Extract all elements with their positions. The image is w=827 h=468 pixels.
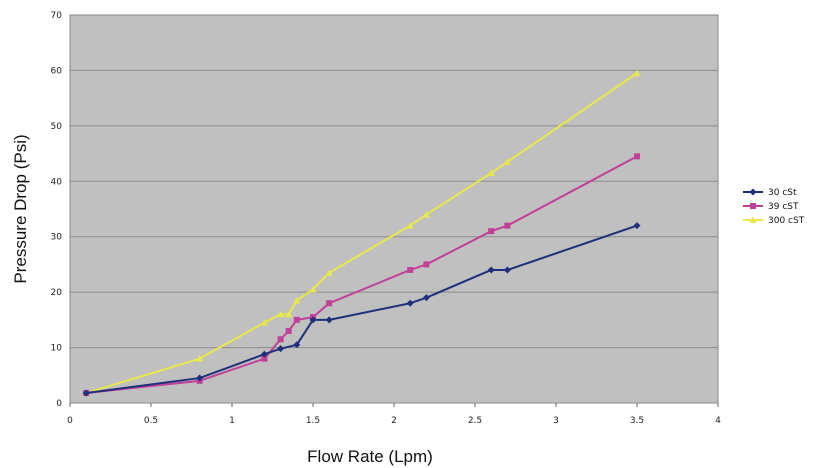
data-point bbox=[634, 153, 640, 160]
y-tick-label: 70 bbox=[51, 11, 63, 21]
x-tick-label: 3.5 bbox=[630, 416, 644, 426]
data-point bbox=[260, 350, 268, 358]
data-point bbox=[277, 336, 284, 343]
plot-area bbox=[69, 14, 719, 404]
data-point bbox=[196, 374, 204, 382]
data-point bbox=[293, 296, 301, 304]
data-point bbox=[325, 269, 333, 276]
data-point bbox=[504, 222, 511, 229]
series-30-cst bbox=[82, 222, 641, 397]
y-tick-label: 40 bbox=[51, 177, 63, 187]
x-tick-label: 0.5 bbox=[144, 416, 158, 426]
x-tick-label: 0 bbox=[67, 416, 73, 426]
data-point bbox=[277, 345, 285, 353]
data-point bbox=[407, 266, 414, 273]
x-tick-label: 3 bbox=[553, 416, 559, 426]
data-point bbox=[487, 266, 495, 274]
legend-marker bbox=[749, 188, 757, 196]
data-point bbox=[285, 327, 292, 334]
x-tick-label: 2 bbox=[391, 416, 397, 426]
x-axis-title: Flow Rate (Lpm) bbox=[307, 447, 433, 466]
data-point bbox=[261, 355, 268, 362]
data-point bbox=[503, 158, 511, 165]
y-tick-label: 20 bbox=[51, 288, 63, 298]
legend-label: 39 cST bbox=[768, 202, 799, 212]
legend-item: 30 cSt bbox=[743, 188, 797, 198]
legend-marker bbox=[750, 203, 756, 209]
legend-label: 300 cST bbox=[768, 216, 805, 226]
y-axis-ticks: 0 10 20 30 40 50 60 70 bbox=[51, 11, 63, 409]
data-point bbox=[326, 300, 333, 307]
legend-marker bbox=[749, 216, 757, 223]
data-point bbox=[422, 294, 430, 302]
series-layer bbox=[82, 69, 641, 397]
gridlines bbox=[70, 69, 718, 349]
y-tick-label: 30 bbox=[51, 233, 63, 243]
data-point bbox=[503, 266, 511, 274]
data-point bbox=[633, 69, 641, 77]
data-point bbox=[406, 222, 414, 229]
x-tick-label: 1.5 bbox=[306, 416, 320, 426]
data-point bbox=[423, 261, 430, 268]
legend-label: 30 cSt bbox=[768, 188, 797, 198]
data-point bbox=[293, 341, 301, 349]
x-tick-label: 4 bbox=[715, 416, 721, 426]
data-point bbox=[488, 228, 495, 235]
data-point bbox=[293, 316, 300, 323]
legend-item: 300 cST bbox=[743, 216, 805, 226]
y-tick-label: 50 bbox=[51, 122, 63, 132]
data-point bbox=[277, 310, 285, 318]
data-point bbox=[285, 310, 293, 318]
legend: 30 cSt 39 cST 300 cST bbox=[743, 188, 805, 226]
data-point bbox=[82, 389, 90, 397]
y-tick-label: 0 bbox=[56, 399, 62, 409]
y-axis-title: Pressure Drop (Psi) bbox=[11, 134, 30, 283]
data-point bbox=[196, 355, 204, 362]
data-point bbox=[309, 316, 317, 324]
data-point bbox=[422, 211, 430, 218]
x-tick-label: 1 bbox=[229, 416, 235, 426]
data-point bbox=[309, 285, 317, 293]
x-axis-ticks: 0 0.5 1 1.5 2 2.5 3 3.5 4 bbox=[67, 403, 721, 426]
data-point bbox=[487, 169, 495, 176]
data-point bbox=[325, 316, 333, 324]
legend-item: 39 cST bbox=[743, 202, 799, 212]
y-tick-label: 60 bbox=[51, 66, 63, 76]
data-point bbox=[406, 299, 414, 307]
series-300-cst bbox=[82, 69, 641, 397]
data-point bbox=[633, 222, 641, 230]
data-point bbox=[260, 319, 268, 326]
y-tick-label: 10 bbox=[51, 344, 63, 354]
x-tick-label: 2.5 bbox=[468, 416, 482, 426]
